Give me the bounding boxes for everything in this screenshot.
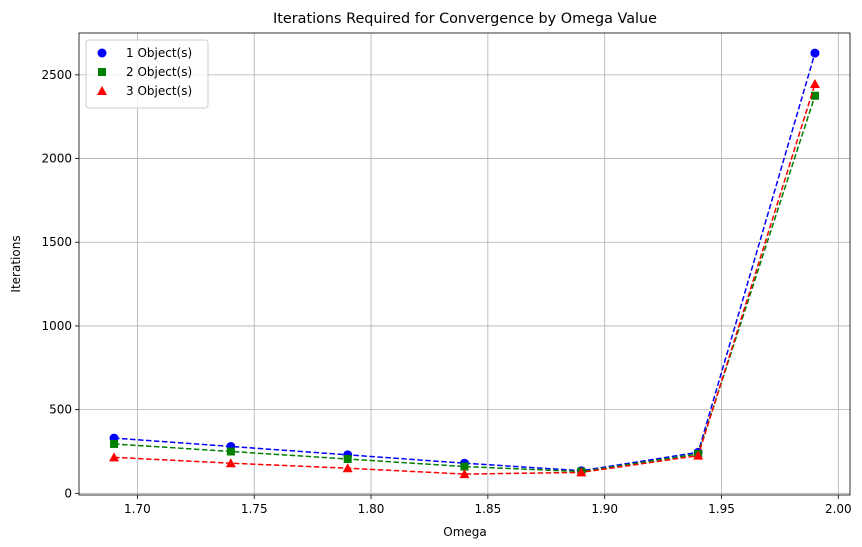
series-2-point <box>110 439 119 448</box>
series-3-point <box>576 467 587 477</box>
series-1-point <box>810 48 820 58</box>
series-3-point <box>459 469 470 479</box>
series-3-point <box>693 450 704 460</box>
legend-box <box>85 39 209 109</box>
x-tick-label: 1.75 <box>241 502 268 516</box>
plot-frame <box>78 32 851 496</box>
series-2-point <box>226 447 235 456</box>
y-tick-label: 500 <box>49 403 72 417</box>
series-2-point <box>810 91 819 100</box>
x-tick-label: 1.95 <box>708 502 735 516</box>
legend-label-1: 1 Object(s) <box>126 46 192 60</box>
chart-title: Iterations Required for Convergence by O… <box>273 11 657 27</box>
series-2-point <box>343 455 352 464</box>
x-tick-label: 1.90 <box>591 502 618 516</box>
grid <box>79 33 850 495</box>
series-3-point <box>342 463 353 473</box>
legend-marker-2 <box>98 68 106 76</box>
x-tick-label: 1.70 <box>124 502 151 516</box>
series-3-point <box>809 79 820 89</box>
ticks: 1.70 1.75 1.80 1.85 1.90 1.95 2.00 0 500 1000 1500… <box>41 68 851 516</box>
y-tick-label: 2000 <box>41 152 72 166</box>
series-3 <box>109 79 820 479</box>
legend: 1 Object(s) 2 Object(s) 3 Object(s) <box>85 39 209 109</box>
series-2-point <box>460 462 469 471</box>
y-tick-label: 0 <box>64 486 72 500</box>
series-3-point <box>109 452 120 462</box>
series-layer <box>109 48 820 479</box>
y-axis-title: Iterations <box>9 235 23 292</box>
x-tick-label: 1.85 <box>475 502 502 516</box>
legend-marker-3 <box>97 86 107 95</box>
legend-label-2: 2 Object(s) <box>126 65 192 79</box>
y-tick-label: 1000 <box>41 319 72 333</box>
y-tick-label: 1500 <box>41 235 72 249</box>
x-axis-title: Omega <box>443 525 487 539</box>
y-tick-label: 2500 <box>41 68 72 82</box>
x-tick-label: 1.80 <box>358 502 385 516</box>
x-tick-label: 2.00 <box>825 502 852 516</box>
legend-marker-1 <box>97 48 107 58</box>
legend-label-3: 3 Object(s) <box>126 84 192 98</box>
series-3-point <box>225 458 236 468</box>
